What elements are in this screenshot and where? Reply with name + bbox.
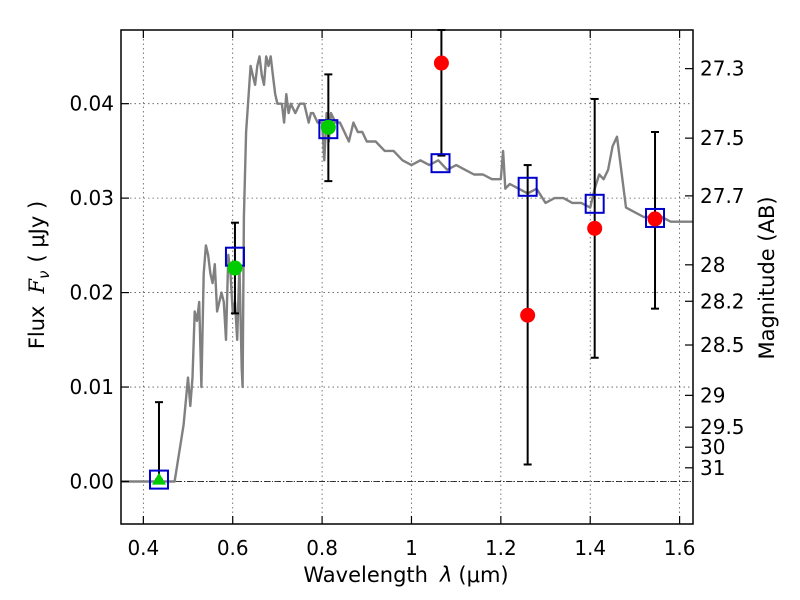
y-tick-label: 0.03 bbox=[69, 186, 114, 210]
x-tick-label: 1.4 bbox=[574, 536, 606, 560]
right-tick-label: 29.5 bbox=[700, 415, 745, 439]
y-tick-label: 0.02 bbox=[69, 281, 114, 305]
model-sed-line bbox=[121, 55, 693, 483]
plot-frame bbox=[120, 29, 694, 525]
right-tick-label: 28.5 bbox=[700, 333, 745, 357]
x-tick-label: 1 bbox=[405, 536, 418, 560]
observed-flux-point bbox=[520, 307, 536, 323]
right-tick-label: 30 bbox=[700, 435, 725, 459]
model-photometry-point bbox=[148, 469, 169, 490]
upper-limit-point bbox=[151, 472, 166, 485]
right-tick-label: 27.5 bbox=[700, 126, 745, 150]
right-tick-label: 27.7 bbox=[700, 184, 745, 208]
y-tick-label: 0.01 bbox=[69, 375, 114, 399]
model-layer bbox=[121, 55, 693, 483]
y-tick-label: 0.04 bbox=[69, 92, 114, 116]
y-axis-label: FluxFν( μJy ) bbox=[25, 201, 53, 349]
x-tick-label: 1.6 bbox=[664, 536, 696, 560]
right-axis-label: Magnitude (AB) bbox=[755, 196, 779, 359]
model-photometry-point bbox=[517, 176, 538, 197]
model-photometry-point bbox=[584, 193, 605, 214]
right-tick-label: 29 bbox=[700, 383, 725, 407]
errorbar-layer bbox=[154, 29, 660, 481]
x-tick-label: 0.4 bbox=[127, 536, 159, 560]
tick-layer: 0.4 0.6 0.8 1 1.2 1.4 1.6 0.00 0.01 0.02 0.03 0.04 2… bbox=[69, 30, 745, 560]
y-tick-label: 0.00 bbox=[69, 469, 114, 493]
right-tick-label: 31 bbox=[700, 456, 725, 480]
observed-flux-point bbox=[433, 55, 449, 71]
right-tick-label: 27.3 bbox=[700, 57, 745, 81]
x-axis-label: Wavelength λ (μm) bbox=[303, 563, 508, 587]
x-tick-label: 1.2 bbox=[485, 536, 517, 560]
right-tick-label: 28 bbox=[700, 253, 725, 277]
detected-flux-point bbox=[227, 260, 243, 276]
model-photometry-point bbox=[430, 153, 451, 174]
observed-flux-point bbox=[587, 220, 603, 236]
detected-flux-point bbox=[320, 119, 336, 135]
right-tick-label: 28.2 bbox=[700, 289, 745, 313]
observed-flux-point bbox=[647, 211, 663, 227]
x-tick-label: 0.8 bbox=[306, 536, 338, 560]
marker-layer bbox=[148, 55, 666, 490]
grid-layer bbox=[121, 30, 693, 524]
x-tick-label: 0.6 bbox=[217, 536, 249, 560]
model-photometry-point bbox=[645, 207, 666, 228]
